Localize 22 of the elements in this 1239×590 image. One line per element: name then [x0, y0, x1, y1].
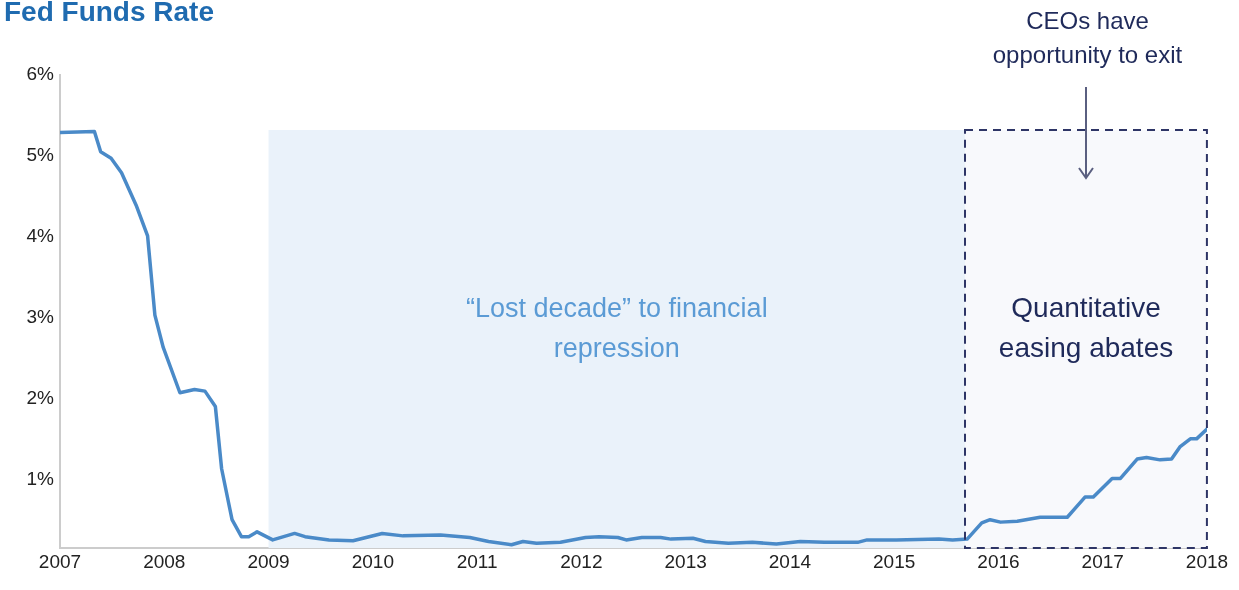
x-tick-label: 2013	[664, 550, 707, 572]
y-tick-label: 2%	[26, 386, 55, 408]
y-tick-label: 4%	[26, 224, 55, 246]
x-tick-label: 2017	[1081, 550, 1124, 572]
x-tick-label: 2007	[38, 550, 82, 572]
y-tick-label: 5%	[26, 144, 55, 166]
text: CEOs have opportunity to exit	[991, 6, 1184, 70]
y-tick-label: 6%	[26, 63, 55, 85]
x-tick-label: 2014	[768, 550, 812, 572]
chart-title: Fed Funds Rate	[4, 0, 215, 28]
band-label: “Lost decade” to financial repression	[464, 292, 769, 365]
x-tick-label: 2018	[1185, 550, 1229, 572]
x-tick-label: 2015	[873, 550, 916, 572]
band-label: Quantitative easing abates	[997, 291, 1175, 365]
x-tick-label: 2016	[977, 550, 1020, 572]
x-tick-label: 2008	[143, 550, 186, 572]
x-tick-label: 2009	[247, 550, 290, 572]
y-tick-label: 1%	[26, 467, 55, 489]
y-tick-label: 3%	[26, 305, 55, 327]
x-tick-label: 2010	[351, 550, 394, 572]
x-tick-label: 2011	[456, 550, 498, 572]
x-tick-label: 2012	[560, 550, 603, 572]
